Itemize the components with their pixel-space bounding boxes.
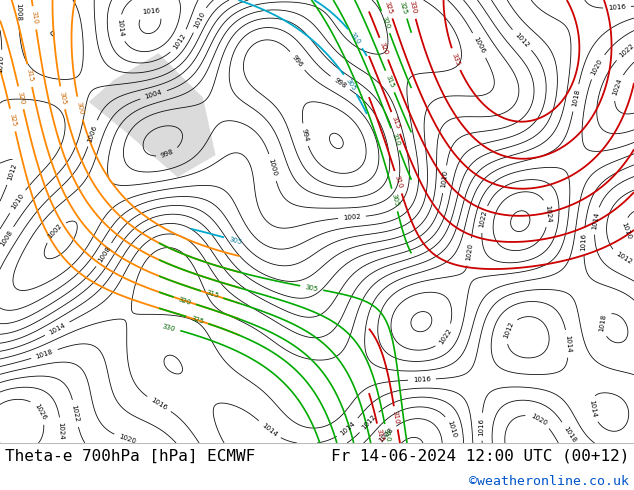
Text: 310: 310: [349, 31, 362, 46]
Text: Fr 14-06-2024 12:00 UTC (00+12): Fr 14-06-2024 12:00 UTC (00+12): [330, 449, 629, 464]
Text: 1014: 1014: [588, 400, 597, 418]
Text: 330: 330: [162, 323, 176, 332]
Text: 330: 330: [408, 0, 417, 15]
Text: 1014: 1014: [591, 212, 600, 230]
Text: 320: 320: [178, 296, 192, 306]
Text: 998: 998: [160, 148, 175, 159]
Text: 325: 325: [190, 315, 204, 325]
Text: 315: 315: [205, 290, 219, 299]
Text: 1012: 1012: [6, 163, 18, 181]
Text: 1014: 1014: [564, 335, 571, 353]
Text: 305: 305: [228, 236, 243, 245]
Text: 1024: 1024: [58, 422, 65, 440]
Text: 1014: 1014: [261, 422, 278, 438]
Text: 1016: 1016: [608, 4, 626, 11]
Text: 1018: 1018: [598, 314, 607, 332]
Text: 315: 315: [375, 428, 384, 442]
Text: 315: 315: [25, 69, 34, 83]
Text: 1008: 1008: [96, 245, 112, 264]
Text: 1010: 1010: [441, 170, 449, 189]
Text: 305: 305: [304, 284, 319, 292]
Text: 1004: 1004: [144, 89, 163, 100]
Text: 1010: 1010: [446, 420, 457, 439]
Text: 1024: 1024: [611, 78, 623, 97]
Text: 1012: 1012: [514, 31, 530, 49]
Text: 1018: 1018: [562, 425, 577, 443]
Polygon shape: [89, 53, 216, 177]
Text: 305: 305: [390, 193, 399, 207]
Text: 1018: 1018: [571, 88, 581, 107]
Text: 1022: 1022: [438, 327, 453, 345]
Text: 1000: 1000: [268, 158, 278, 177]
Text: 305: 305: [58, 91, 67, 105]
Text: 1014: 1014: [117, 19, 124, 37]
Text: 1016: 1016: [141, 8, 160, 15]
Text: 1016: 1016: [150, 397, 168, 411]
Text: 1020: 1020: [590, 57, 604, 76]
Text: 315: 315: [385, 74, 395, 89]
Text: 325: 325: [8, 113, 17, 127]
Text: 1016: 1016: [413, 376, 431, 383]
Text: 1016: 1016: [479, 417, 485, 436]
Text: 310: 310: [392, 411, 400, 425]
Text: 1018: 1018: [35, 348, 54, 360]
Text: 310: 310: [390, 132, 401, 147]
Text: 1006: 1006: [87, 124, 98, 143]
Text: 320: 320: [378, 41, 389, 56]
Text: 310: 310: [30, 11, 39, 25]
Text: 1006: 1006: [472, 36, 486, 55]
Text: 1008: 1008: [15, 3, 22, 21]
Text: 1010: 1010: [0, 54, 5, 73]
Text: 1026: 1026: [34, 402, 48, 420]
Text: 1008: 1008: [378, 427, 394, 444]
Text: 1002: 1002: [47, 223, 63, 240]
Text: 998: 998: [333, 77, 347, 89]
Text: 310: 310: [383, 428, 391, 443]
Text: 1024: 1024: [544, 204, 552, 222]
Text: 1016: 1016: [581, 232, 587, 250]
Text: 1012: 1012: [361, 414, 377, 431]
Text: 315: 315: [391, 116, 401, 130]
Text: 320: 320: [380, 15, 391, 29]
Text: 1010: 1010: [193, 11, 206, 29]
Text: 1002: 1002: [343, 214, 361, 221]
Text: ©weatheronline.co.uk: ©weatheronline.co.uk: [469, 475, 629, 488]
Text: 1020: 1020: [118, 434, 137, 445]
Text: 996: 996: [291, 53, 304, 68]
Text: 1012: 1012: [503, 321, 515, 340]
Text: 1010: 1010: [621, 221, 633, 241]
Text: 1020: 1020: [465, 243, 474, 261]
Text: 1022: 1022: [479, 210, 488, 228]
Text: 325: 325: [399, 0, 408, 15]
Text: 320: 320: [16, 91, 25, 105]
Text: 310: 310: [393, 175, 403, 190]
Text: 1022: 1022: [71, 404, 80, 423]
Text: 305: 305: [344, 77, 356, 92]
Text: 1014: 1014: [48, 322, 67, 336]
Text: 300: 300: [75, 101, 84, 116]
Text: Theta-e 700hPa [hPa] ECMWF: Theta-e 700hPa [hPa] ECMWF: [5, 449, 256, 464]
Text: 1010: 1010: [10, 193, 25, 211]
Text: 1014: 1014: [339, 420, 357, 437]
Text: 1012: 1012: [614, 251, 633, 266]
Text: 1022: 1022: [618, 42, 634, 58]
Text: 994: 994: [301, 127, 309, 142]
Text: 325: 325: [384, 0, 394, 15]
Text: 1012: 1012: [172, 32, 187, 50]
Text: 1008: 1008: [0, 229, 13, 248]
Text: 1020: 1020: [529, 412, 548, 426]
Text: 335: 335: [450, 52, 461, 67]
